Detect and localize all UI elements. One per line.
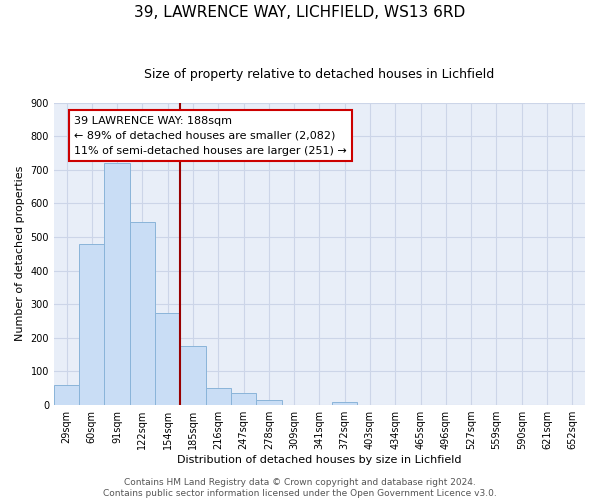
Bar	[130, 222, 155, 405]
Text: 39, LAWRENCE WAY, LICHFIELD, WS13 6RD: 39, LAWRENCE WAY, LICHFIELD, WS13 6RD	[134, 5, 466, 20]
Text: 39 LAWRENCE WAY: 188sqm
← 89% of detached houses are smaller (2,082)
11% of semi: 39 LAWRENCE WAY: 188sqm ← 89% of detache…	[74, 116, 347, 156]
Bar	[256, 400, 281, 405]
Bar	[206, 388, 231, 405]
Bar	[332, 402, 358, 405]
Y-axis label: Number of detached properties: Number of detached properties	[15, 166, 25, 342]
Bar	[181, 346, 206, 405]
X-axis label: Distribution of detached houses by size in Lichfield: Distribution of detached houses by size …	[177, 455, 462, 465]
Text: Contains HM Land Registry data © Crown copyright and database right 2024.
Contai: Contains HM Land Registry data © Crown c…	[103, 478, 497, 498]
Bar	[54, 385, 79, 405]
Bar	[104, 163, 130, 405]
Bar	[231, 394, 256, 405]
Bar	[155, 312, 181, 405]
Title: Size of property relative to detached houses in Lichfield: Size of property relative to detached ho…	[145, 68, 494, 80]
Bar	[79, 244, 104, 405]
